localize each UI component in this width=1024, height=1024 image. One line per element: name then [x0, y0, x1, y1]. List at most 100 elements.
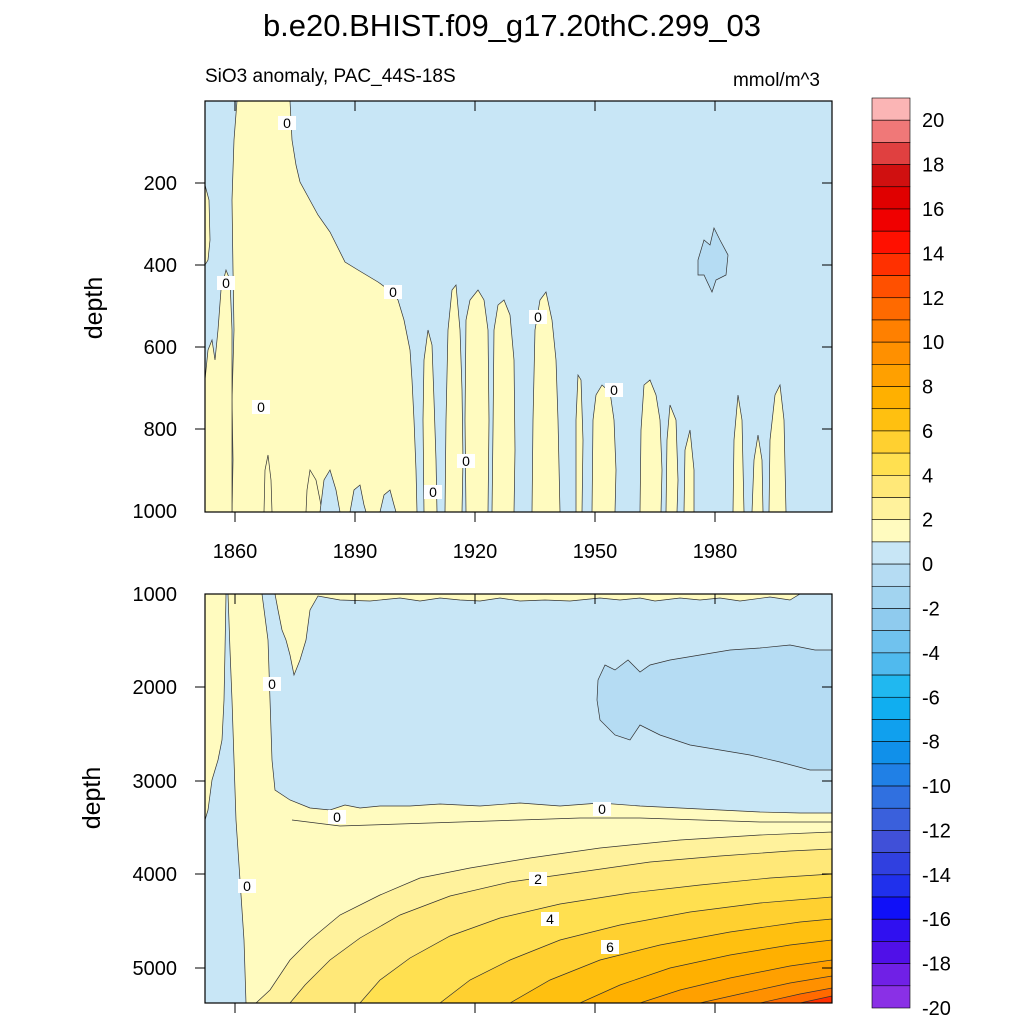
colorbar-label: -20 [922, 998, 951, 1020]
colorbar-box [871, 874, 911, 898]
colorbar-box [871, 497, 911, 521]
contour-label-box [384, 285, 402, 299]
colorbar-box [871, 208, 911, 232]
upper-positive-region [732, 394, 745, 512]
upper-positive-region [665, 404, 679, 512]
lower-positive-region [205, 594, 227, 821]
contour-label-box [541, 912, 559, 926]
upper-negative-region [349, 484, 367, 512]
colorbar-label: -6 [922, 687, 940, 709]
upper-positive-region [205, 184, 211, 266]
colorbar-label: 18 [922, 155, 944, 177]
contour-band-11 [799, 995, 832, 1003]
colorbar-label: -16 [922, 909, 951, 931]
upper-negative-region [697, 226, 729, 293]
colorbar-box [871, 652, 911, 676]
lower-negative-region [596, 644, 832, 771]
y-tick-label: 2000 [133, 677, 178, 699]
lower-negative-region [261, 594, 832, 814]
colorbar-box [871, 896, 911, 920]
colorbar-box [871, 430, 911, 454]
contour-label: 4 [546, 911, 554, 927]
colorbar-box [871, 142, 911, 165]
colorbar-box [871, 297, 911, 321]
colorbar-box [871, 452, 911, 476]
upper-negative-region [319, 469, 341, 512]
y-tick-label: 3000 [133, 771, 178, 793]
upper-plot-frame [204, 100, 833, 513]
colorbar-box [871, 763, 911, 787]
colorbar-box [871, 386, 911, 410]
colorbar-label: -10 [922, 776, 951, 798]
lower-x-axis [234, 594, 716, 1013]
colorbar-box [871, 164, 911, 188]
upper-positive-region [768, 383, 787, 512]
lower-contour-labels: 0 0 0 0 2 4 6 [238, 676, 619, 955]
y-tick-label: 800 [144, 419, 177, 441]
contour-label: 0 [610, 382, 618, 398]
x-tick-label: 1980 [693, 541, 738, 563]
colorbar-box [871, 963, 911, 987]
upper-y-axis-label: depth [80, 277, 108, 340]
colorbar-box [871, 785, 911, 809]
colorbar-box [871, 741, 911, 765]
colorbar-box [871, 852, 911, 876]
y-tick-label: 600 [144, 337, 177, 359]
contour-label-box [424, 485, 442, 499]
upper-x-axis: 1860 1890 1920 1950 1980 [213, 101, 738, 563]
colorbar-box [871, 186, 911, 210]
contour-label: 6 [606, 939, 614, 955]
colorbar-label: -14 [922, 865, 951, 887]
contour-label: 0 [243, 878, 251, 894]
upper-positive-region [683, 429, 695, 512]
colorbar-box [871, 475, 911, 498]
upper-y-axis: 200 400 600 800 1000 depth [80, 173, 832, 523]
contour-band-10 [759, 987, 832, 1003]
contour-label-box [328, 810, 346, 824]
colorbar-box [871, 364, 911, 387]
colorbar-label: 10 [922, 332, 944, 354]
colorbar-box [871, 119, 911, 143]
x-tick-label: 1920 [453, 541, 498, 563]
contour-label-box [457, 454, 475, 468]
contour-label-box [252, 400, 270, 414]
upper-positive-region [464, 289, 490, 512]
contour-label: 0 [268, 676, 276, 692]
colorbar-box [871, 985, 911, 1009]
contour-label: 0 [389, 284, 397, 300]
y-tick-label: 200 [144, 173, 177, 195]
colorbar-box [871, 253, 911, 276]
y-tick-label: 4000 [133, 864, 178, 886]
contour-label-box [601, 940, 619, 954]
upper-positive-region [231, 101, 418, 512]
upper-negative-region [379, 489, 397, 512]
contour-label: 0 [429, 484, 437, 500]
upper-positive-region [639, 379, 663, 512]
colorbar-box [871, 563, 911, 587]
colorbar-label: 0 [922, 554, 933, 576]
contour-label: 0 [257, 399, 265, 415]
lower-plot-frame [204, 593, 833, 1004]
upper-positive-region [491, 299, 516, 512]
y-tick-label: 400 [144, 255, 177, 277]
colorbar-label: 6 [922, 421, 933, 443]
colorbar-box [871, 807, 911, 831]
colorbar-box [871, 519, 911, 543]
upper-panel [205, 101, 832, 512]
contour-label: 0 [333, 809, 341, 825]
contour-label-box [605, 383, 623, 397]
colorbar-label: -2 [922, 598, 940, 620]
contour-label-box [529, 310, 547, 324]
lower-y-axis-label: depth [78, 767, 106, 830]
colorbar-box [871, 408, 911, 432]
colorbar-label: 4 [922, 465, 933, 487]
upper-contour-labels: 0 0 0 0 0 0 0 0 [217, 115, 623, 500]
units-label: mmol/m^3 [733, 70, 820, 91]
colorbar-box [871, 585, 911, 609]
colorbar-box [871, 674, 911, 698]
colorbar-box [871, 918, 911, 942]
colorbar-box [871, 97, 911, 121]
upper-positive-region [305, 468, 323, 512]
contour-label: 0 [462, 453, 470, 469]
